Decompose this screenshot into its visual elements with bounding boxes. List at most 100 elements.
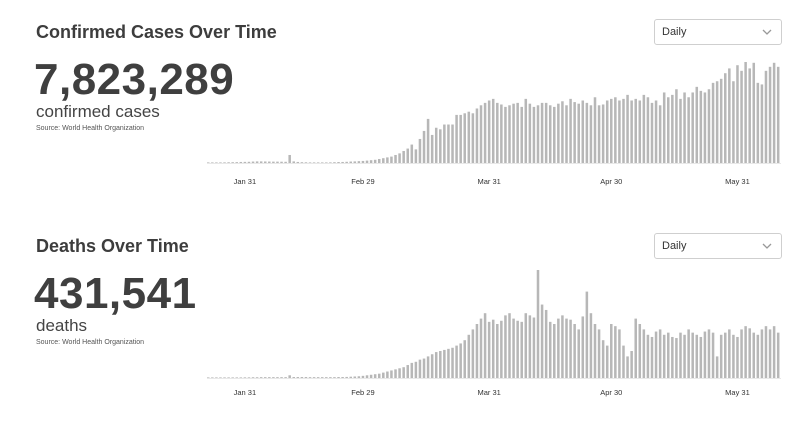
bar [724, 73, 727, 163]
bar [532, 317, 536, 378]
x-tick-label: Feb 29 [351, 177, 374, 186]
bar [491, 319, 495, 378]
bar [487, 100, 491, 163]
bar [410, 362, 414, 378]
bar [540, 102, 544, 163]
bar [463, 340, 466, 378]
cases-chart: Jan 31 Feb 29 Mar 31 Apr 30 May 31 [207, 62, 781, 186]
bar [406, 365, 409, 378]
bar [581, 100, 585, 163]
bar [605, 345, 609, 378]
bar [638, 100, 642, 163]
bar [243, 377, 247, 378]
bar [577, 103, 580, 163]
bar [316, 377, 320, 378]
bar [699, 90, 703, 163]
bar [630, 351, 633, 378]
bar [353, 161, 357, 163]
bar [524, 98, 528, 163]
bar [268, 377, 271, 378]
bar [341, 377, 344, 378]
bar [520, 106, 523, 163]
bar [426, 356, 430, 378]
bar [532, 106, 536, 163]
bar [373, 159, 377, 163]
bar [300, 162, 304, 163]
bar [304, 162, 308, 163]
bar [610, 98, 613, 163]
bar [451, 124, 454, 163]
bar [430, 134, 434, 163]
bar [296, 161, 300, 163]
bar [650, 336, 654, 378]
bar [516, 102, 519, 163]
bar [671, 94, 674, 163]
bar [377, 373, 381, 378]
bar [601, 104, 605, 163]
bar [439, 129, 442, 163]
bar [614, 326, 617, 378]
bar [369, 160, 373, 163]
bar [394, 154, 397, 163]
bar [377, 158, 381, 163]
bar [475, 324, 479, 378]
bar [369, 374, 373, 378]
bar [312, 162, 316, 163]
bar [373, 374, 377, 378]
bar [528, 103, 532, 163]
bar [434, 352, 438, 378]
bar [475, 108, 479, 163]
bar [422, 358, 426, 378]
bar [223, 377, 226, 378]
bar [776, 66, 780, 163]
bar [573, 324, 576, 378]
bar [333, 377, 336, 378]
deaths-interval-select[interactable]: Daily [654, 233, 782, 259]
x-tick-label: May 31 [725, 177, 750, 186]
bar [577, 329, 580, 378]
bar [451, 347, 454, 378]
bar [227, 162, 230, 163]
x-tick-label: Mar 31 [477, 177, 500, 186]
bar [760, 84, 764, 163]
bar [756, 334, 760, 378]
bar [658, 105, 662, 163]
bar [593, 97, 597, 163]
bar [679, 332, 682, 378]
bar [703, 331, 707, 378]
bar [479, 318, 483, 378]
bar [719, 334, 723, 378]
bar [382, 158, 385, 163]
bar [524, 313, 528, 378]
bar [500, 320, 503, 378]
bar [211, 377, 214, 378]
bar [667, 332, 670, 378]
cases-source: Source: World Health Organization [36, 125, 145, 132]
bar [284, 377, 287, 378]
bar [341, 161, 344, 163]
bar [447, 124, 450, 163]
bar [443, 349, 446, 378]
bar [504, 106, 507, 163]
cases-interval-select[interactable]: Daily [654, 19, 782, 45]
bar [752, 332, 756, 378]
bar [414, 361, 418, 378]
bar [675, 89, 678, 163]
bar [268, 161, 271, 163]
bar [528, 315, 532, 378]
bar [426, 118, 430, 163]
bar [312, 377, 316, 378]
bar [235, 377, 239, 378]
bar [679, 98, 682, 163]
bar [345, 376, 348, 378]
bar [626, 94, 629, 163]
bar [683, 334, 686, 378]
bar [772, 326, 776, 378]
bar [447, 348, 450, 378]
bar [390, 156, 393, 163]
bar [320, 377, 324, 378]
bar [316, 162, 320, 163]
bar [569, 319, 572, 378]
bar [430, 354, 434, 378]
bar [569, 98, 572, 163]
